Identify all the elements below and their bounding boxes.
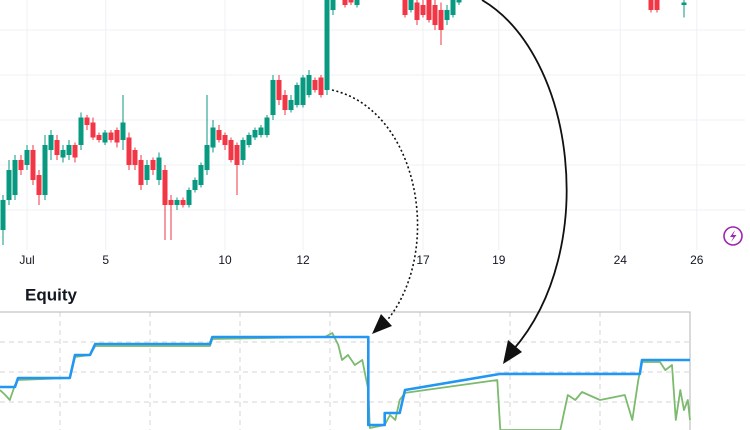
candle-body (78, 117, 84, 145)
candle-body (408, 0, 414, 10)
candle-body (168, 200, 174, 205)
price-pane (0, 0, 745, 250)
x-tick-label: 17 (416, 253, 430, 267)
candle-body (72, 145, 78, 158)
candle-body (192, 180, 198, 190)
x-tick-label: Jul (19, 253, 34, 267)
candle-body (648, 0, 654, 10)
candle-body (24, 150, 30, 165)
candle-body (330, 0, 336, 10)
candle-body (420, 5, 426, 15)
x-tick-label: 10 (218, 253, 232, 267)
equity-line (0, 335, 690, 427)
candle-body (120, 122, 126, 140)
candle-body (276, 80, 282, 100)
candle-body (234, 145, 240, 165)
candle-body (186, 190, 192, 205)
candle-body (450, 0, 456, 15)
candle-body (204, 145, 210, 170)
candle-body (228, 140, 234, 160)
dotted-arrow (331, 89, 419, 325)
bolt (730, 230, 737, 242)
candle-body (126, 137, 132, 165)
candle-body (240, 140, 246, 160)
candle-body (54, 140, 60, 155)
candle-body (36, 175, 42, 195)
candle-body (180, 200, 186, 205)
candle-body (432, 5, 438, 25)
equity-pane: Equity (0, 285, 691, 430)
candle-body (102, 132, 108, 143)
candle-body (96, 135, 102, 140)
candle-body (324, 0, 330, 90)
arrow-head (503, 340, 522, 364)
candle-body (252, 130, 258, 138)
candle-body (270, 80, 276, 115)
candle-body (18, 160, 24, 170)
pane-border (0, 311, 691, 430)
candle-body (156, 157, 162, 180)
x-tick-label: 19 (492, 253, 506, 267)
candle-body (426, 0, 432, 20)
candle-body (681, 2, 687, 5)
candle-body (42, 145, 48, 195)
candle-body (282, 95, 288, 110)
candle-body (198, 165, 204, 185)
candle-body (414, 2, 420, 20)
candle-body (294, 85, 300, 105)
candle-body (456, 0, 462, 3)
candle-body (438, 10, 444, 30)
candle-body (174, 200, 180, 205)
candle-body (222, 135, 228, 145)
x-tick-label: 12 (296, 253, 310, 267)
candle-body (144, 165, 150, 180)
candle-body (246, 135, 252, 145)
candle-body (30, 150, 36, 180)
candle-body (306, 75, 312, 95)
candle-body (342, 0, 348, 5)
candle-body (90, 122, 96, 138)
candle-body (348, 0, 354, 3)
candle-body (60, 150, 66, 158)
candle-body (150, 160, 156, 170)
x-tick-label: 5 (102, 253, 109, 267)
candle-body (444, 10, 450, 20)
candle-body (138, 160, 144, 185)
candle-body (312, 80, 318, 90)
candle-body (258, 127, 264, 135)
candle-body (300, 77, 306, 105)
candle-body (108, 132, 114, 140)
solid-arrow (481, 0, 568, 351)
candle-body (402, 0, 408, 15)
candle-body (288, 100, 294, 110)
candle-body (12, 160, 18, 195)
candle-body (210, 127, 216, 148)
pane-title: Equity (25, 285, 77, 304)
candle-body (66, 145, 72, 155)
overlay (331, 0, 743, 364)
candle-body (264, 117, 270, 135)
x-tick-label: 24 (614, 253, 628, 267)
candle-body (162, 170, 168, 205)
candle-body (216, 130, 222, 140)
candle-body (48, 135, 54, 150)
candle-body (114, 130, 120, 143)
candle-body (84, 117, 90, 125)
candle-body (654, 0, 660, 10)
candle-body (318, 77, 324, 95)
candle-body (0, 200, 6, 230)
candle-body (354, 0, 360, 5)
equity-line (0, 332, 691, 430)
candle-body (6, 170, 12, 200)
candle-body (132, 150, 138, 165)
x-tick-label: 26 (690, 253, 704, 267)
arrow-head (372, 314, 392, 334)
